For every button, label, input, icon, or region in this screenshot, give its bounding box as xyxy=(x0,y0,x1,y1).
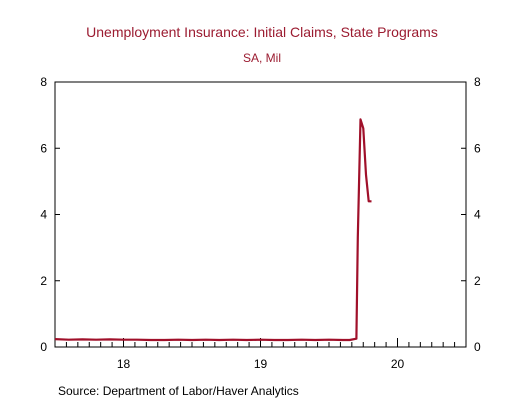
y-tick-label-right: 8 xyxy=(474,75,481,89)
series-line-0 xyxy=(54,118,372,342)
source-note: Source: Department of Labor/Haver Analyt… xyxy=(58,384,299,398)
y-tick-label-right: 6 xyxy=(474,141,481,155)
x-tick-label: 20 xyxy=(391,357,405,371)
y-tick-label-left: 8 xyxy=(40,75,47,89)
chart-title: Unemployment Insurance: Initial Claims, … xyxy=(86,24,438,40)
series-layer xyxy=(54,118,372,342)
x-axis: 18 19 20 xyxy=(54,338,467,371)
y-axis-right: 0 2 4 6 8 xyxy=(461,75,481,354)
y-tick-label-right: 2 xyxy=(474,274,481,288)
y-tick-label-left: 0 xyxy=(40,340,47,354)
y-tick-label-right: 0 xyxy=(474,340,481,354)
chart-subtitle: SA, Mil xyxy=(242,51,281,65)
plot-frame xyxy=(54,81,467,348)
y-tick-label-left: 2 xyxy=(40,274,47,288)
y-tick-label-left: 6 xyxy=(40,141,47,155)
y-tick-label-right: 4 xyxy=(474,208,481,222)
x-tick-label: 18 xyxy=(117,357,131,371)
y-tick-label-left: 4 xyxy=(40,208,47,222)
x-tick-label: 19 xyxy=(254,357,268,371)
y-axis-left: 0 2 4 6 8 xyxy=(40,75,60,354)
